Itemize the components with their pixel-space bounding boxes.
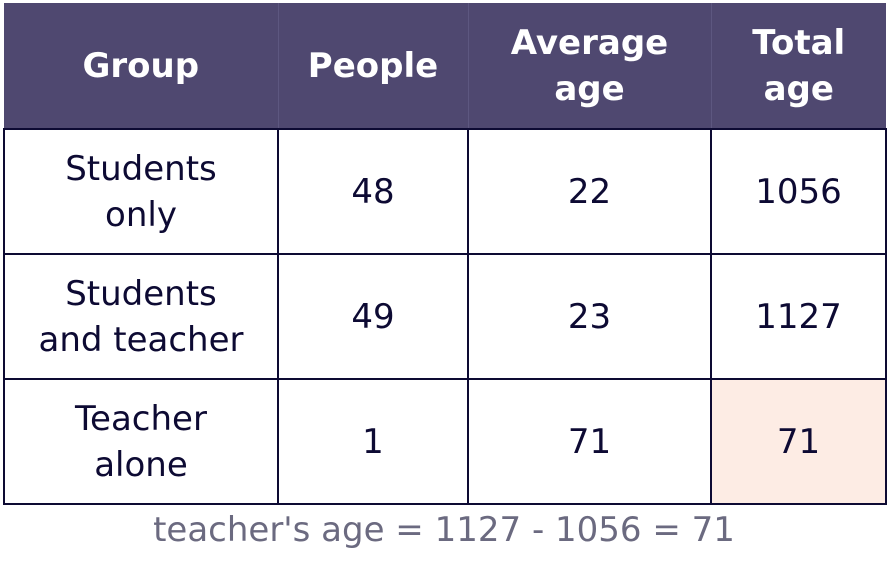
- table-header: Group People Average age Total age: [4, 3, 886, 129]
- table-cell: Students only: [3, 128, 279, 255]
- table-cell: Students and teacher: [3, 253, 279, 380]
- table-body: Students only 48 22 1056 Students and teache…: [3, 128, 887, 505]
- table-cell: 48: [277, 128, 469, 255]
- table-cell: 49: [277, 253, 469, 380]
- header-cell: People: [277, 3, 468, 129]
- table-cell: Teacher alone: [3, 378, 279, 505]
- header-cell: Group: [4, 3, 278, 129]
- table-cell: 22: [467, 128, 712, 255]
- table-cell: 1056: [710, 128, 887, 255]
- header-row: Group People Average age Total age: [4, 3, 886, 129]
- table-row: Students only 48 22 1056: [3, 128, 887, 255]
- table-cell: 71: [467, 378, 712, 505]
- table-row: Students and teacher 49 23 1127: [3, 253, 887, 380]
- table-cell: 1: [277, 378, 469, 505]
- table-row: Teacher alone 1 71 71: [3, 378, 887, 505]
- table-cell: 1127: [710, 253, 887, 380]
- footnote: teacher's age = 1127 - 1056 = 71: [153, 510, 735, 550]
- table-cell: 23: [467, 253, 712, 380]
- age-table: Group People Average age Total age Students…: [3, 3, 887, 505]
- header-cell: Average age: [467, 3, 711, 129]
- header-cell: Total age: [710, 3, 886, 129]
- table-cell: 71: [710, 378, 887, 505]
